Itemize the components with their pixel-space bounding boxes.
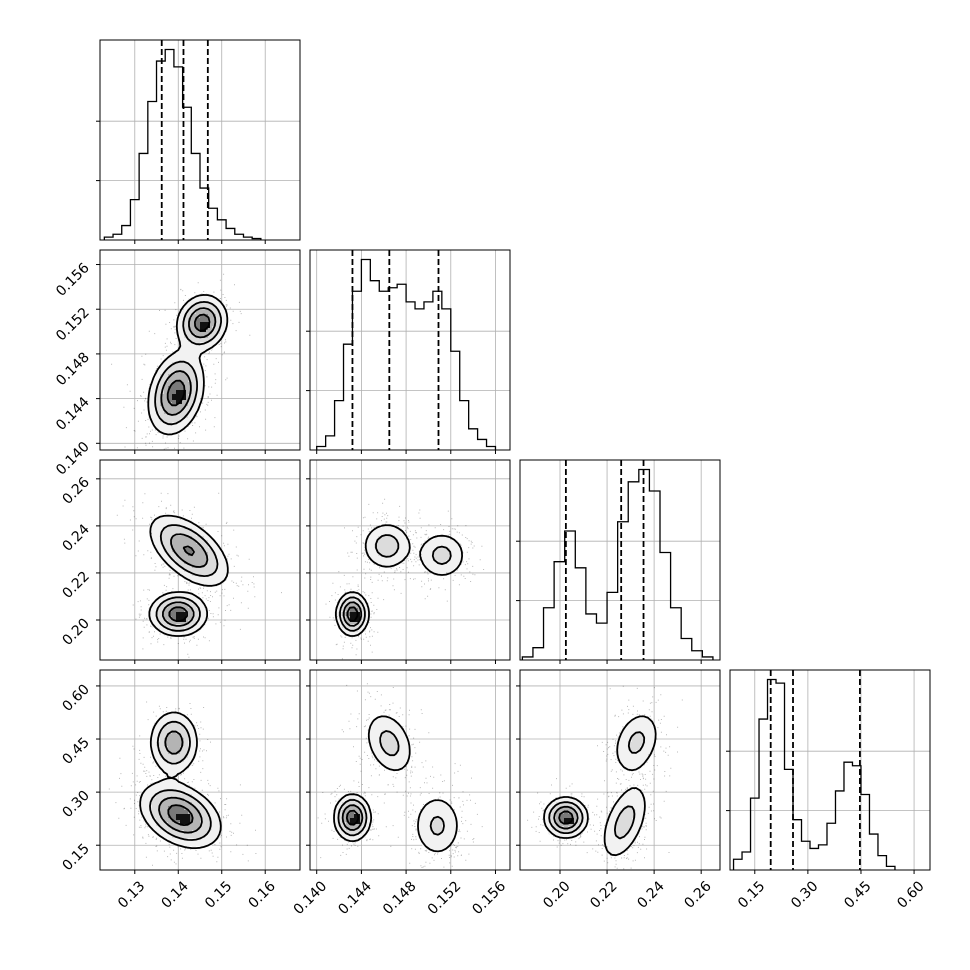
panel-frame — [99, 249, 301, 451]
contour-1 — [154, 301, 222, 426]
scatter-points — [527, 685, 683, 870]
pair-panel-2-1 — [306, 459, 511, 664]
density-peak — [172, 322, 210, 404]
panel-frame — [99, 669, 301, 871]
y-tick-label: 0.30 — [59, 788, 92, 821]
contour-2 — [341, 804, 364, 831]
contour-3 — [346, 606, 359, 622]
panel-frame — [99, 39, 301, 241]
x-tick-label: 0.20 — [540, 878, 573, 911]
x-tick-label: 0.148 — [380, 878, 420, 918]
x-tick-label: 0.30 — [788, 878, 821, 911]
contour-2 — [158, 730, 203, 834]
panel-frame — [519, 459, 721, 661]
y-tick-label: 0.22 — [59, 568, 92, 601]
contour-0 — [139, 711, 222, 849]
y-tick-label: 0.24 — [59, 521, 92, 554]
y-tick-label: 0.15 — [59, 841, 92, 874]
scatter-points — [317, 683, 483, 870]
x-tick-label: 0.22 — [587, 878, 620, 911]
x-tick-label: 0.24 — [634, 878, 667, 911]
density-fill-3 — [168, 314, 208, 406]
y-tick-label: 0.152 — [53, 305, 93, 345]
histogram-step-2 — [521, 468, 714, 660]
x-tick-label: 0.15 — [202, 878, 235, 911]
x-tick-label: 0.140 — [291, 878, 331, 918]
contour-2 — [553, 805, 579, 830]
x-tick-label: 0.13 — [115, 878, 148, 911]
y-tick-label: 0.148 — [53, 349, 93, 389]
panel-frame — [309, 459, 511, 661]
pair-panel-3-0: 0.13 0.14 0.15 0.16 0.15 0.30 0.45 0.60 — [59, 669, 301, 912]
contour-1 — [339, 534, 452, 632]
histogram-panel-2 — [516, 459, 721, 664]
contour-1 — [155, 524, 219, 632]
y-tick-label: 0.26 — [59, 474, 92, 507]
contour-0 — [543, 715, 657, 857]
contour-3 — [558, 810, 574, 825]
histogram-step-1 — [316, 258, 497, 450]
y-tick-label: 0.144 — [53, 394, 93, 434]
panel-frame — [309, 249, 511, 451]
pair-panel-2-0: 0.20 0.22 0.24 0.26 — [59, 459, 301, 664]
contour-3 — [345, 809, 360, 826]
y-tick-label: 0.20 — [59, 616, 92, 649]
x-tick-label: 0.16 — [245, 878, 278, 911]
contour-0 — [333, 715, 458, 853]
panel-frame — [99, 459, 301, 661]
x-tick-label: 0.15 — [735, 878, 768, 911]
density-peak — [176, 814, 190, 824]
x-tick-label: 0.60 — [894, 878, 927, 911]
pair-panel-3-1: 0.140 0.144 0.148 0.152 0.156 — [291, 669, 511, 918]
density-fill-2 — [164, 536, 208, 624]
x-tick-label: 0.14 — [159, 878, 192, 911]
histogram-panel-1 — [306, 249, 511, 454]
contour-2 — [162, 533, 209, 627]
x-tick-label: 0.156 — [469, 878, 509, 918]
density-fill-1 — [338, 536, 450, 632]
contour-3 — [168, 545, 195, 622]
contour-1 — [337, 730, 445, 837]
contour-0 — [147, 294, 229, 436]
histogram-panel-0 — [96, 39, 301, 244]
contour-2 — [160, 307, 217, 416]
x-tick-label: 0.152 — [425, 878, 465, 918]
histogram-panel-3: 0.15 0.30 0.45 0.60 — [726, 669, 931, 912]
y-tick-label: 0.60 — [59, 681, 92, 714]
y-tick-label: 0.156 — [53, 260, 93, 300]
y-tick-label: 0.140 — [53, 439, 93, 479]
x-tick-label: 0.26 — [681, 878, 714, 911]
contour-1 — [149, 720, 212, 841]
panel-frame — [729, 669, 931, 871]
histogram-step-3 — [732, 678, 896, 870]
contour-0 — [148, 514, 229, 637]
contour-1 — [548, 731, 646, 840]
contour-3 — [167, 804, 194, 826]
x-tick-label: 0.144 — [335, 878, 375, 918]
x-tick-label: 0.45 — [841, 878, 874, 911]
pair-panel-3-2: 0.20 0.22 0.24 0.26 — [516, 669, 721, 912]
contour-3 — [166, 313, 211, 407]
panel-frame — [519, 669, 721, 871]
panel-frame — [309, 669, 511, 871]
contour-0 — [335, 524, 463, 637]
y-tick-label: 0.45 — [59, 735, 92, 768]
contour-2 — [342, 601, 363, 627]
